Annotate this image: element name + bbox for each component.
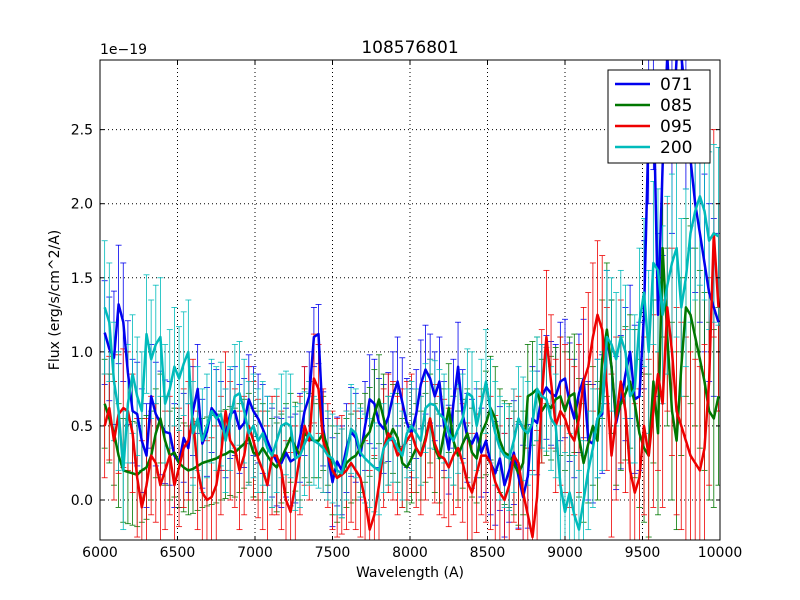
x-tick-label: 8000 xyxy=(392,545,428,561)
x-tick-label: 6500 xyxy=(160,545,196,561)
series-line-095 xyxy=(103,232,720,539)
series-lines xyxy=(103,60,720,539)
y-tick-label: 1.5 xyxy=(71,271,93,287)
y-tick-label: 2.5 xyxy=(71,123,93,139)
x-axis-label: Wavelength (A) xyxy=(356,565,464,581)
x-tick-label: 9000 xyxy=(547,545,583,561)
x-tick-label: 8500 xyxy=(470,545,506,561)
y-tick-label: 1.0 xyxy=(71,345,93,361)
axis-ticks: 6000 6500 7000 7500 8000 8500 9000 9500 10000 0.0… xyxy=(71,60,743,561)
x-tick-label: 6000 xyxy=(82,545,118,561)
y-axis-label: Flux (erg/s/cm^2/A) xyxy=(47,230,63,370)
y-tick-label: 0.5 xyxy=(71,419,93,435)
legend-label-200: 200 xyxy=(660,138,692,158)
legend-label-085: 085 xyxy=(660,96,692,116)
series-line-200 xyxy=(103,195,720,531)
x-tick-label: 7500 xyxy=(315,545,351,561)
y-offset-label: 1e−19 xyxy=(100,42,147,58)
x-tick-label: 10000 xyxy=(698,545,743,561)
legend-label-071: 071 xyxy=(660,75,692,95)
chart-title: 108576801 xyxy=(361,38,458,58)
x-tick-label: 9500 xyxy=(625,545,661,561)
y-tick-label: 0.0 xyxy=(71,493,93,509)
x-tick-label: 7000 xyxy=(237,545,273,561)
legend-label-095: 095 xyxy=(660,117,692,137)
y-tick-label: 2.0 xyxy=(71,197,93,213)
